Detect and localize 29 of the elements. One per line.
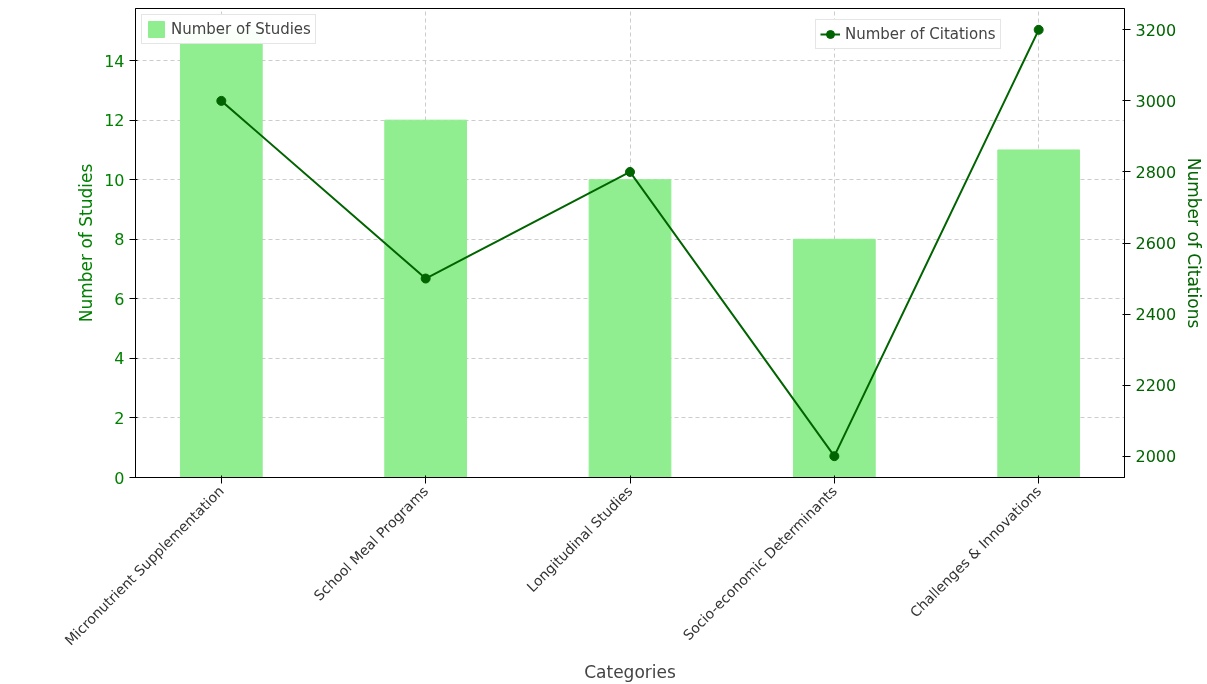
point: [829, 451, 840, 462]
y-tick-label: 0: [114, 468, 125, 488]
x-axis-title: Categories: [584, 661, 676, 682]
point: [216, 95, 227, 106]
y2-axis-title: Number of Citations: [1184, 157, 1205, 329]
bar: [997, 149, 1081, 478]
y-tick-label: 6: [114, 289, 125, 309]
y2-tick-label: 2000: [1135, 447, 1177, 467]
bar: [792, 238, 876, 478]
y2-tick-label: 2200: [1135, 376, 1177, 396]
point: [625, 166, 635, 177]
y-tick-label: 10: [104, 170, 125, 190]
bar: [384, 119, 468, 478]
y2-tick-label: 2800: [1135, 162, 1177, 182]
y-tick-label: 12: [104, 111, 125, 131]
y-tick-label: 4: [114, 349, 125, 369]
y-tick-label: 8: [114, 230, 125, 250]
y2-tick-label: 3200: [1135, 20, 1177, 40]
y2-tick-label: 2600: [1135, 234, 1177, 253]
y-axis-title: Number of Studies: [76, 163, 97, 323]
y-tick-label: 14: [104, 51, 125, 71]
legend-label: Number of Citations: [845, 25, 996, 43]
point: [1033, 24, 1044, 35]
point: [420, 273, 431, 284]
bar: [588, 179, 672, 478]
y2-tick-label: 2400: [1135, 305, 1177, 325]
y2-tick-label: 3000: [1135, 91, 1177, 111]
legend-label: Number of Studies: [171, 20, 311, 38]
y-tick-label: 2: [114, 408, 125, 428]
